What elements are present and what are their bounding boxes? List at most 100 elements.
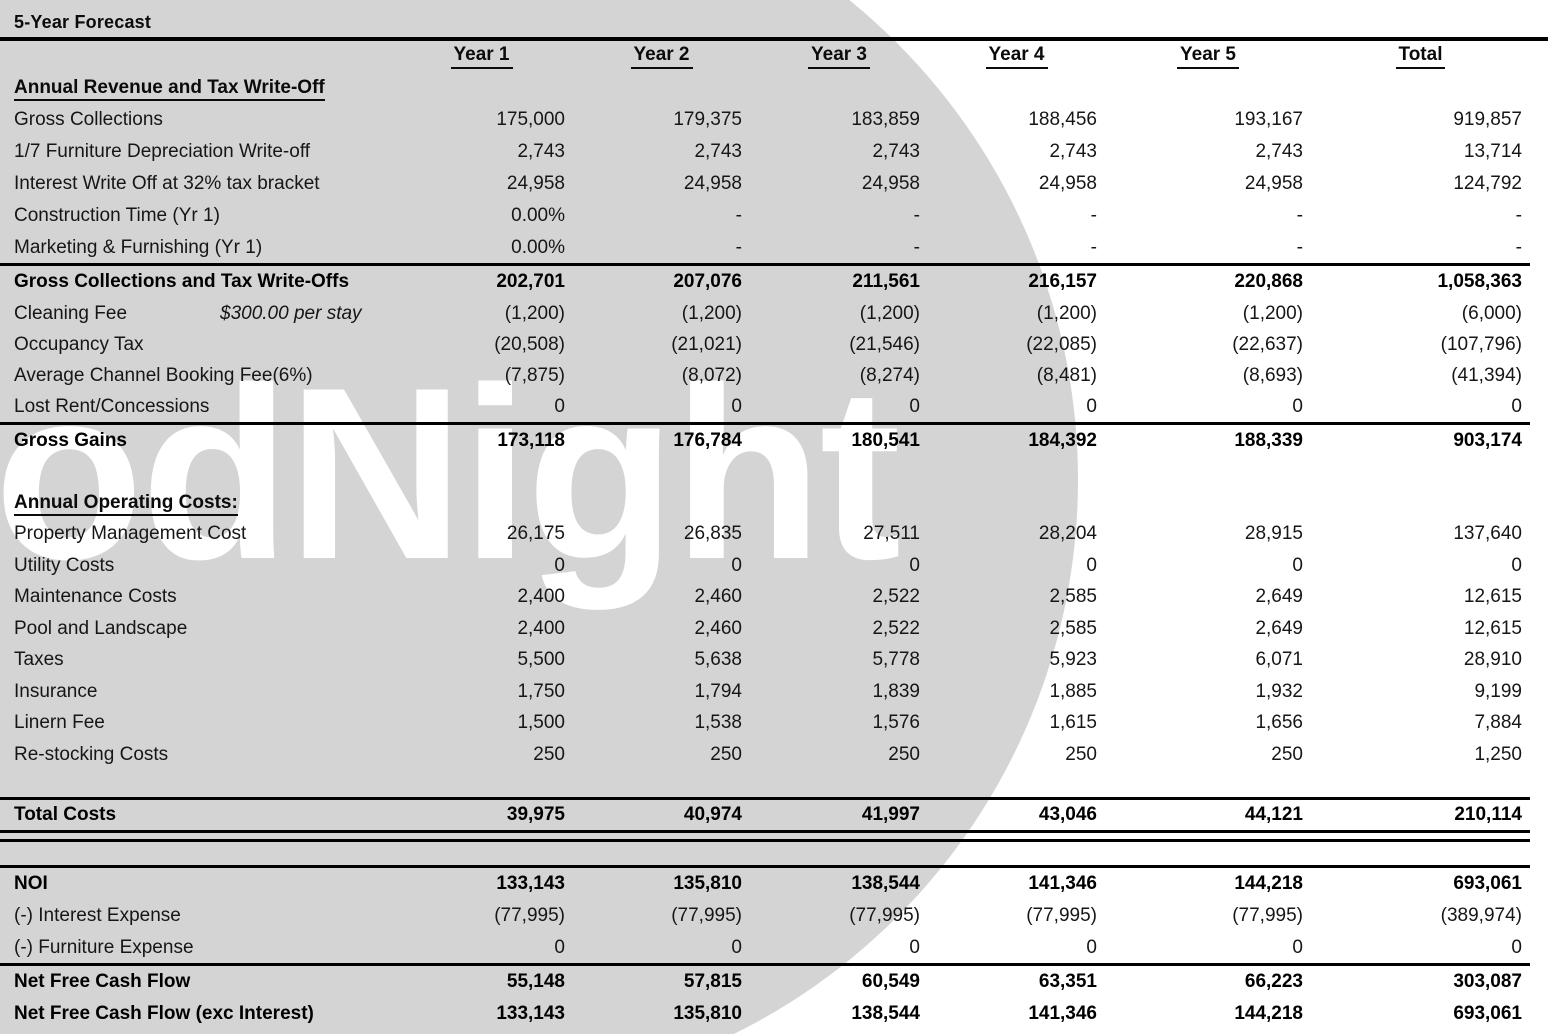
cell-value: 1,794 [694, 680, 742, 702]
row-label: Gross Collections and Tax Write-Offs [0, 271, 390, 293]
cell-value: 202,701 [496, 271, 565, 292]
cell-value: 207,076 [673, 271, 742, 292]
row-label-text: Linern Fee [14, 712, 105, 733]
row-label-text: Occupancy Tax [14, 333, 144, 355]
cell-value: 0 [554, 554, 565, 576]
column-header: Year 2 [573, 44, 750, 69]
row-label: Annual Revenue and Tax Write-Off [0, 77, 390, 101]
cell-value: 0 [1292, 554, 1303, 576]
cell-value: 24,958 [683, 173, 742, 194]
row-label-text: Net Free Cash Flow (exc Interest) [14, 1003, 314, 1024]
cell-value: 60,549 [861, 971, 920, 992]
row-label-text: Utility Costs [14, 554, 115, 576]
row-label-text: Marketing & Furnishing (Yr 1) [14, 236, 263, 258]
cell-value: 6,071 [1255, 649, 1303, 670]
cell-value: 144,218 [1234, 873, 1303, 894]
cell-value: 183,859 [851, 109, 920, 130]
row-label: 1/7 Furniture Depreciation Write-off [0, 141, 390, 163]
cell-value: 133,143 [496, 873, 565, 894]
cell-value: 179,375 [673, 109, 742, 130]
cell-value: 0 [1292, 395, 1303, 417]
cell-value: (77,995) [1232, 905, 1303, 926]
table-row: Gross Collections and Tax Write-Offs 202,… [0, 266, 1530, 298]
column-header-label: Year 3 [808, 44, 870, 69]
cell-value: - [913, 205, 920, 226]
cell-value: 176,784 [673, 430, 742, 451]
row-label-text: Gross Collections [14, 109, 163, 130]
page-title: 5-Year Forecast [14, 12, 152, 32]
cell-value: - [735, 205, 742, 226]
row-label: (-) Interest Expense [0, 905, 390, 927]
cell-value: 0 [731, 554, 742, 576]
table-row: Pool and Landscape 2,400 2,460 2,522 2,585 2,… [0, 613, 1530, 644]
cell-value: 919,857 [1453, 109, 1522, 130]
table-row [0, 457, 1530, 487]
table-row: Annual Operating Costs: [0, 487, 1530, 518]
row-label: Construction Time (Yr 1) [0, 205, 390, 227]
row-label: Net Free Cash Flow (exc Interest) [0, 1003, 390, 1025]
table-row: Construction Time (Yr 1) 0.00% - - - - - [0, 200, 1530, 232]
cell-value: 0 [731, 936, 742, 958]
cell-value: 220,868 [1234, 271, 1303, 292]
cell-value: 193,167 [1234, 109, 1303, 130]
column-header: Year 5 [1105, 44, 1311, 69]
row-label-text: (-) Interest Expense [14, 905, 181, 926]
cell-value: (77,995) [1026, 905, 1097, 926]
table-row: Total Costs 39,975 40,974 41,997 43,046 44,12… [0, 800, 1530, 833]
table-row: Utility Costs 0 0 0 0 0 0 [0, 550, 1530, 581]
row-label-text: Average Channel Booking Fee(6%) [14, 364, 313, 386]
table-row: Occupancy Tax (20,508) (21,021) (21,546) (22… [0, 329, 1530, 360]
table-row: Taxes 5,500 5,638 5,778 5,923 6,071 28,910 [0, 644, 1530, 676]
row-label: Occupancy Tax [0, 334, 390, 356]
cell-value: 188,456 [1028, 109, 1097, 130]
table-row: Insurance 1,750 1,794 1,839 1,885 1,932 9,199 [0, 676, 1530, 707]
cell-value: - [735, 236, 742, 258]
cell-value: 28,915 [1244, 523, 1303, 544]
cell-value: 57,815 [683, 971, 742, 992]
cell-value: 2,649 [1255, 617, 1303, 639]
cell-value: 250 [533, 743, 565, 765]
table-row: 1/7 Furniture Depreciation Write-off 2,74… [0, 136, 1530, 168]
cell-value: 1,538 [694, 712, 742, 733]
cell-value: 0.00% [511, 205, 565, 226]
column-header: Year 1 [390, 44, 573, 69]
row-label-text: Insurance [14, 680, 98, 702]
cell-value: 0 [1511, 554, 1522, 576]
cell-value: 0.00% [511, 236, 565, 258]
row-label: Average Channel Booking Fee(6%) [0, 365, 390, 387]
row-label-text: Annual Revenue and Tax Write-Off [14, 77, 325, 101]
cell-value: 135,810 [673, 873, 742, 894]
cell-value: (6,000) [1461, 302, 1522, 324]
cell-value: - [913, 236, 920, 258]
table-row: Property Management Cost 26,175 26,835 27,5… [0, 518, 1530, 550]
cell-value: 0 [731, 395, 742, 417]
cell-value: 41,997 [861, 804, 920, 825]
cell-value: (22,085) [1026, 333, 1097, 355]
cell-value: 138,544 [851, 1003, 920, 1024]
cell-value: 13,714 [1463, 141, 1522, 162]
cell-value: 1,932 [1255, 680, 1303, 702]
table-row: (-) Furniture Expense 0 0 0 0 0 0 [0, 932, 1530, 966]
row-label-text: Total Costs [14, 804, 117, 825]
cell-value: 0 [1086, 936, 1097, 958]
cell-value: 211,561 [852, 271, 920, 292]
cell-value: 693,061 [1453, 1003, 1522, 1024]
cell-value: 2,743 [517, 141, 565, 162]
cell-value: (77,995) [849, 905, 920, 926]
cell-value: - [1515, 236, 1522, 258]
table-body: Annual Revenue and Tax Write-Off Gross Co… [0, 72, 1530, 1030]
cell-value: 1,656 [1255, 712, 1303, 733]
cell-value: 44,121 [1244, 804, 1303, 825]
row-label: Insurance [0, 681, 390, 703]
row-label: Property Management Cost [0, 523, 390, 545]
cell-value: 2,743 [694, 141, 742, 162]
cell-value: 250 [888, 743, 920, 765]
table-row: Linern Fee 1,500 1,538 1,576 1,615 1,656 7,884 [0, 707, 1530, 739]
table-row: Gross Gains 173,118 176,784 180,541 184,392 1… [0, 425, 1530, 457]
cell-value: (7,875) [504, 364, 565, 386]
cell-value: 26,175 [506, 523, 565, 544]
row-label-text: (-) Furniture Expense [14, 936, 194, 958]
table-row: Re-stocking Costs 250 250 250 250 250 1,250 [0, 739, 1530, 770]
row-label-text: Taxes [14, 649, 64, 670]
cell-value: 55,148 [506, 971, 565, 992]
